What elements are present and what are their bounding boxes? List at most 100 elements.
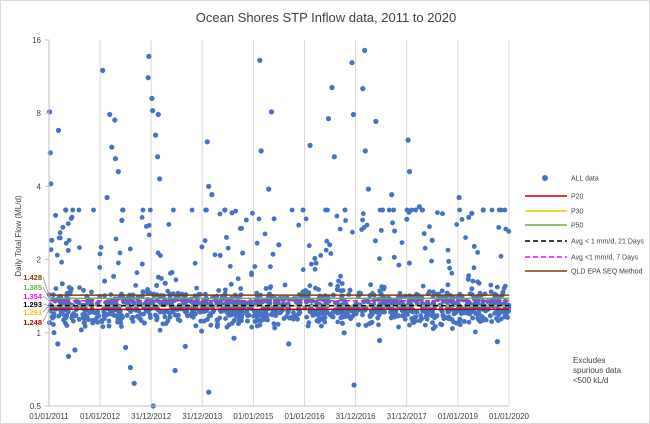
scatter-point bbox=[342, 207, 348, 213]
scatter-point bbox=[185, 313, 190, 319]
scatter-point bbox=[435, 210, 440, 216]
scatter-point bbox=[97, 251, 103, 257]
scatter-point bbox=[492, 300, 497, 306]
scatter-point bbox=[281, 316, 287, 321]
scatter-point bbox=[300, 267, 306, 273]
scatter-point bbox=[312, 266, 318, 272]
scatter-point bbox=[53, 213, 58, 218]
scatter-point bbox=[350, 111, 356, 118]
scatter-point bbox=[457, 318, 462, 324]
scatter-point bbox=[335, 319, 341, 325]
scatter-point bbox=[70, 207, 76, 213]
x-tick-label: 01/01/2016 bbox=[285, 412, 326, 421]
scatter-point bbox=[323, 309, 329, 315]
scatter-point bbox=[427, 224, 432, 230]
scatter-point bbox=[390, 220, 395, 226]
scatter-point bbox=[54, 252, 60, 258]
scatter-point bbox=[325, 116, 332, 122]
reference-lines bbox=[49, 294, 509, 311]
scatter-point bbox=[255, 312, 261, 318]
scatter-point bbox=[310, 312, 316, 318]
x-tick-label: 01/01/2019 bbox=[438, 412, 479, 421]
scatter-point bbox=[367, 314, 373, 319]
scatter-point bbox=[77, 245, 82, 251]
scatter-point bbox=[153, 132, 159, 138]
scatter-point bbox=[360, 211, 366, 217]
scatter-point bbox=[329, 84, 335, 91]
scatter-point bbox=[246, 312, 252, 318]
scatter-point bbox=[445, 315, 451, 321]
scatter-point bbox=[81, 287, 86, 293]
scatter-point bbox=[116, 260, 121, 266]
scatter-point bbox=[155, 154, 161, 160]
scatter-point bbox=[441, 316, 447, 322]
scatter-point bbox=[65, 309, 71, 315]
value-label-leader bbox=[42, 295, 50, 302]
scatter-point bbox=[133, 283, 139, 288]
scatter-point bbox=[63, 207, 69, 213]
scatter-point bbox=[263, 310, 269, 316]
scatter-point bbox=[100, 67, 106, 73]
scatter-point bbox=[119, 217, 125, 223]
scatter-point bbox=[325, 207, 330, 213]
scatter-point bbox=[351, 382, 357, 388]
scatter-point bbox=[102, 316, 107, 321]
scatter-point bbox=[235, 276, 241, 282]
x-tick-label: 01/01/2020 bbox=[489, 412, 530, 421]
scatter-point bbox=[140, 207, 146, 213]
scatter-point bbox=[166, 222, 172, 227]
scatter-point bbox=[97, 265, 103, 270]
scatter-point bbox=[217, 211, 223, 217]
gridlines bbox=[48, 40, 510, 406]
scatter-point bbox=[318, 316, 324, 322]
scatter-point bbox=[376, 322, 381, 328]
scatter-point bbox=[65, 221, 71, 227]
scatter-point bbox=[217, 253, 223, 258]
scatter-point bbox=[272, 325, 278, 331]
scatter-point bbox=[227, 263, 233, 269]
scatter-point bbox=[63, 240, 69, 246]
scatter-point bbox=[344, 309, 350, 314]
scatter-point bbox=[60, 299, 65, 305]
scatter-point bbox=[323, 247, 329, 253]
scatter-point bbox=[372, 298, 377, 303]
scatter-point bbox=[373, 238, 378, 244]
scatter-point bbox=[257, 322, 263, 328]
scatter-point bbox=[130, 314, 136, 320]
y-tick-label: 4 bbox=[37, 182, 42, 191]
scatter-point bbox=[139, 261, 145, 267]
scatter-point bbox=[119, 324, 124, 329]
scatter-point bbox=[430, 289, 436, 295]
scatter-point bbox=[193, 323, 199, 329]
scatter-point bbox=[260, 306, 266, 311]
scatter-point bbox=[150, 301, 156, 306]
legend: ALL data P20 P30 P50 Avg < 1 mm/d, 21 Days Av… bbox=[525, 175, 644, 276]
scatter-point bbox=[112, 117, 118, 123]
scatter-point bbox=[388, 315, 394, 321]
x-tick-label: 31/12/2012 bbox=[131, 412, 172, 421]
scatter-point bbox=[312, 256, 318, 261]
annotation-line: <500 kL/d bbox=[573, 376, 608, 385]
scatter-point bbox=[182, 343, 188, 349]
scatter-point bbox=[309, 261, 314, 267]
scatter-point bbox=[55, 341, 61, 347]
scatter-point bbox=[59, 281, 65, 287]
scatter-point bbox=[470, 278, 476, 284]
scatter-point bbox=[505, 315, 510, 320]
scatter-point bbox=[377, 256, 382, 261]
scatter-point bbox=[109, 144, 115, 150]
legend-label: QLD EPA SEQ Method bbox=[571, 269, 643, 276]
scatter-point bbox=[394, 313, 400, 319]
scatter-point bbox=[254, 318, 260, 324]
scatter-point bbox=[466, 273, 471, 278]
scatter-point bbox=[313, 260, 319, 266]
scatter-point bbox=[204, 139, 210, 145]
scatter-point bbox=[205, 317, 210, 322]
scatter-point bbox=[282, 282, 288, 288]
scatter-point bbox=[334, 213, 340, 219]
annotation-line: Excludes bbox=[573, 356, 605, 365]
scatter-point bbox=[206, 313, 212, 318]
value-label-leader bbox=[42, 309, 50, 323]
scatter-point bbox=[453, 310, 459, 315]
